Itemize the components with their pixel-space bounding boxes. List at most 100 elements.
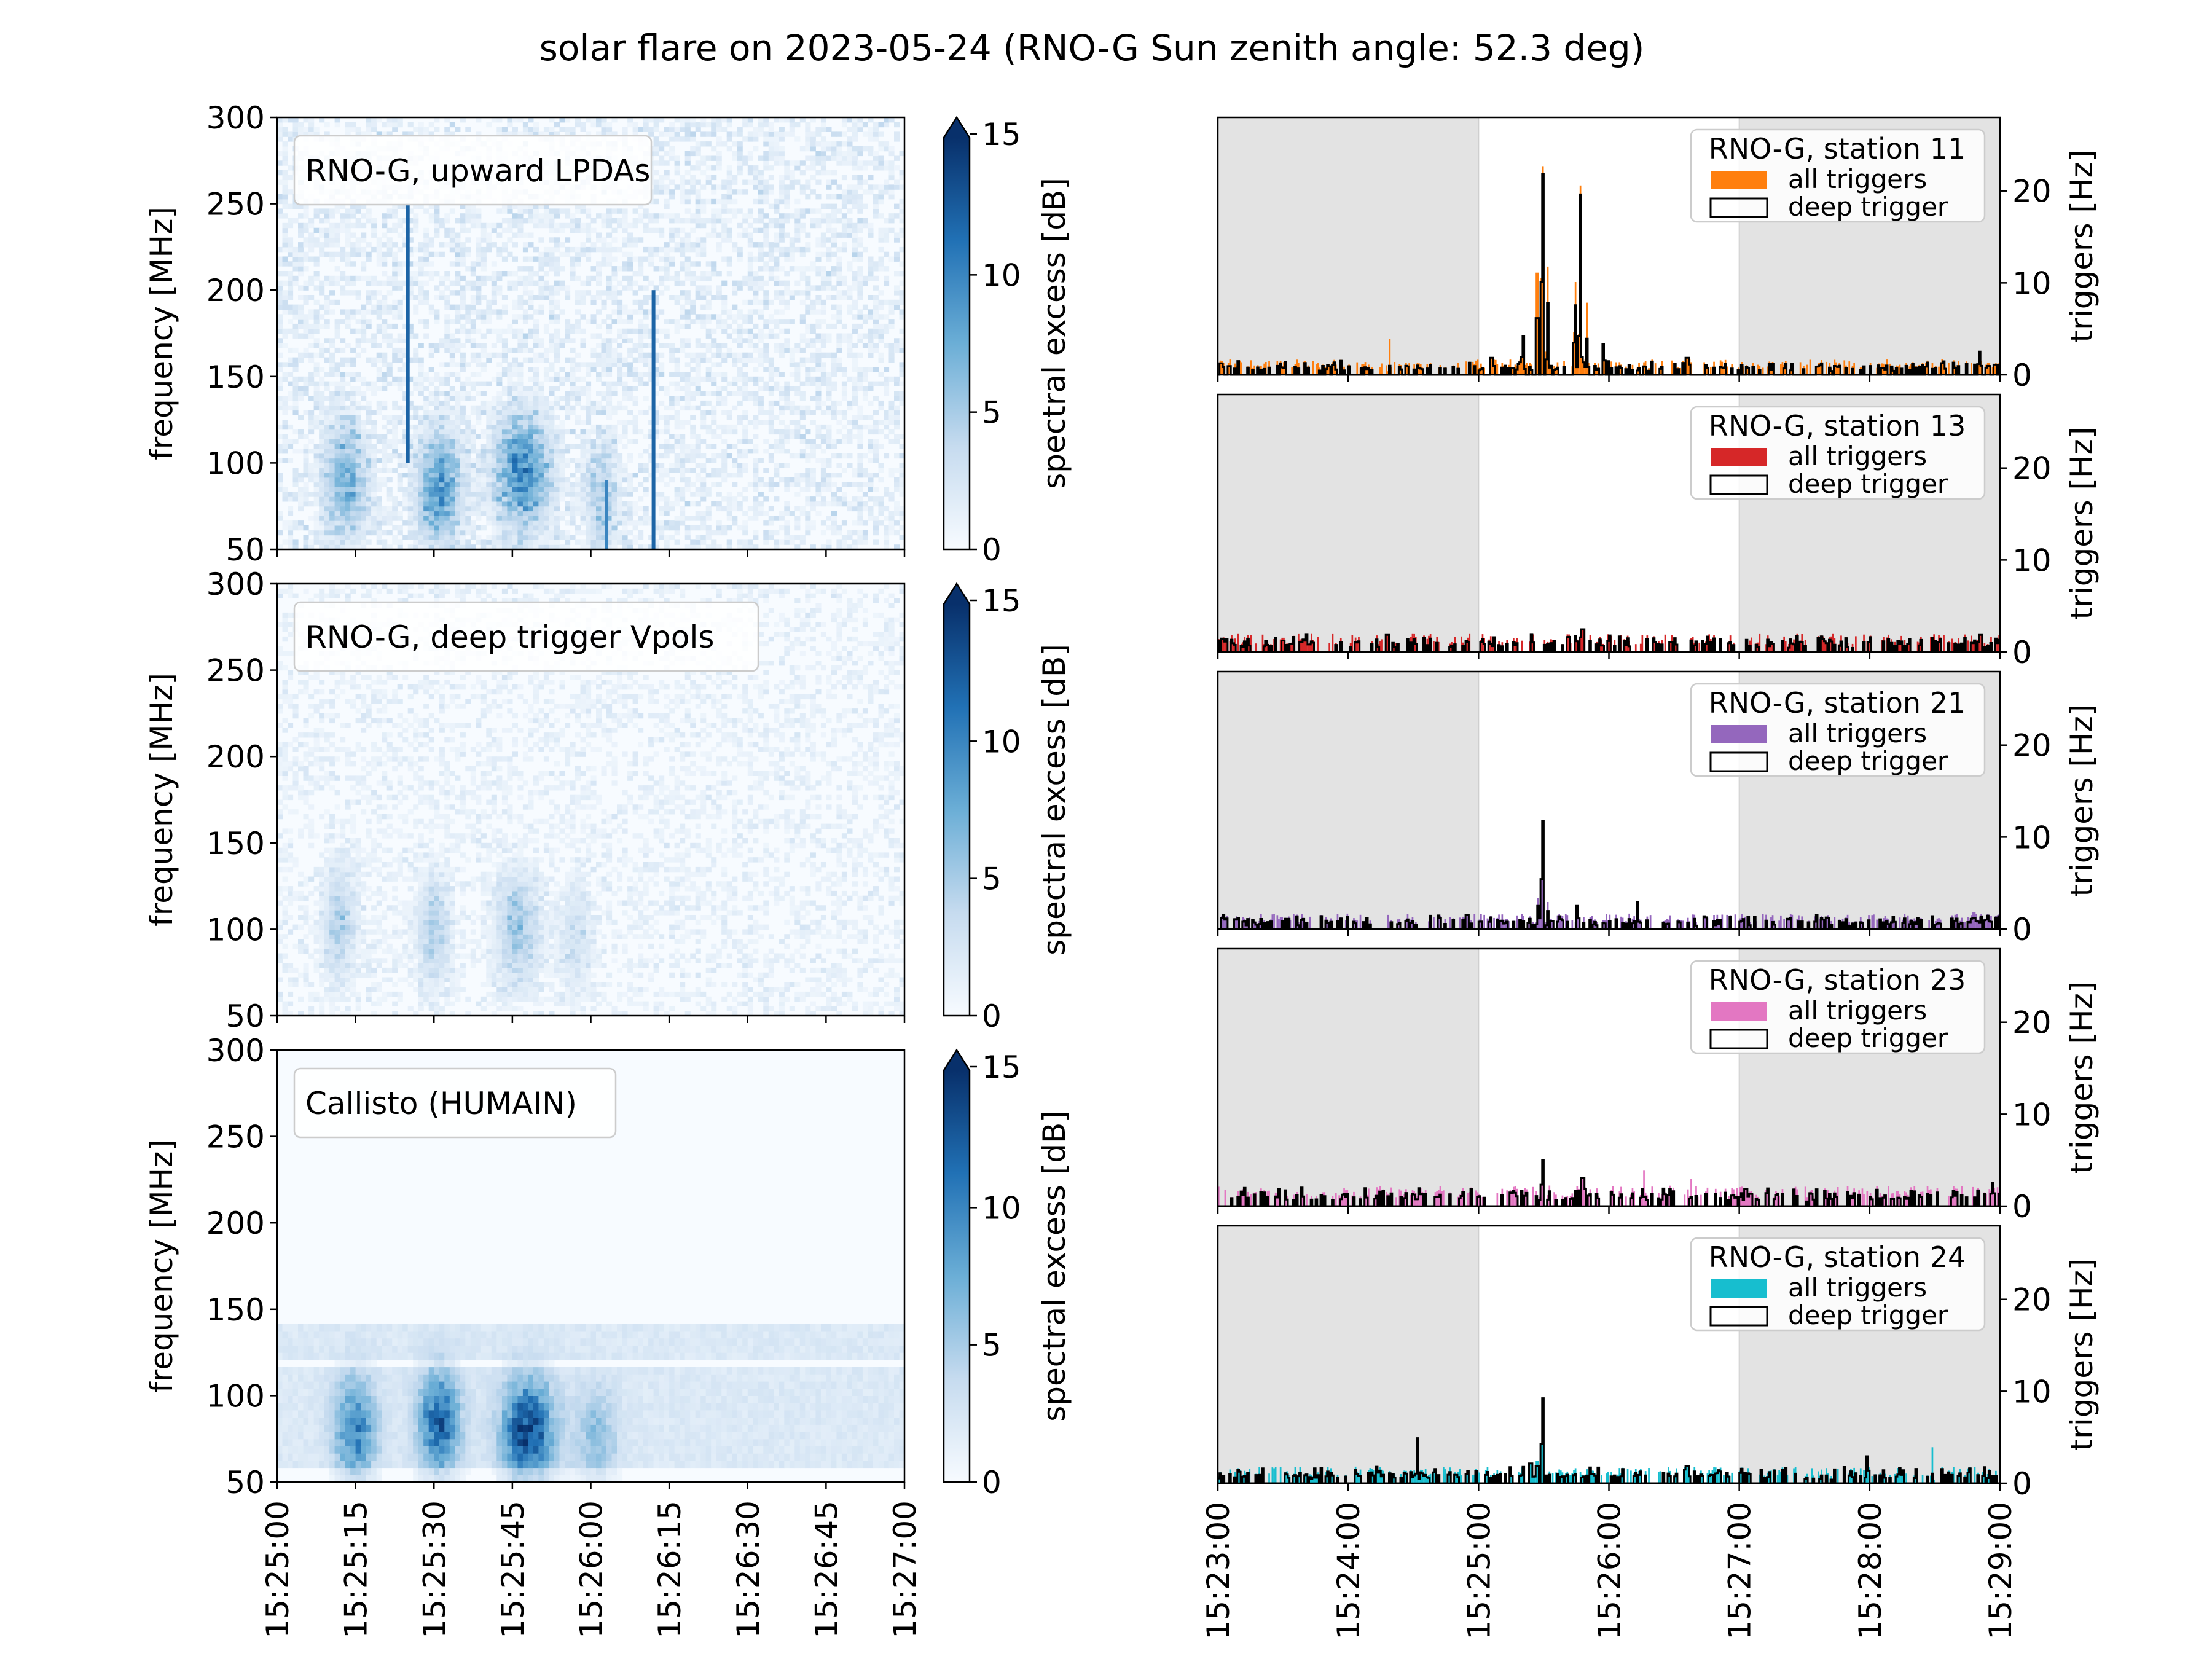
heatmap-cell	[580, 376, 586, 382]
heatmap-cell	[455, 496, 461, 502]
heatmap-cell	[382, 458, 388, 463]
heatmap-cell	[554, 511, 560, 516]
heatmap-cell	[617, 299, 623, 305]
heatmap-cell	[580, 473, 586, 478]
heatmap-cell	[586, 449, 592, 454]
heatmap-cell	[732, 208, 738, 214]
heatmap-cell	[476, 237, 482, 243]
heatmap-cell	[590, 530, 597, 536]
heatmap-cell	[366, 410, 372, 415]
heatmap-cell	[350, 213, 356, 219]
heatmap-cell	[659, 175, 665, 181]
heatmap-cell	[329, 352, 335, 358]
heatmap-cell	[303, 391, 309, 396]
heatmap-cell	[350, 444, 356, 449]
heatmap-cell	[643, 449, 649, 454]
heatmap-cell	[329, 362, 335, 367]
heatmap-cell	[282, 400, 288, 406]
heatmap-cell	[324, 309, 330, 315]
heatmap-cell	[570, 496, 576, 502]
heatmap-cell	[726, 511, 732, 516]
heatmap-cell	[669, 400, 675, 406]
heatmap-cell	[476, 295, 482, 300]
heatmap-cell	[643, 492, 649, 497]
heatmap-cell	[319, 117, 325, 123]
heatmap-cell	[313, 391, 320, 396]
heatmap-cell	[559, 492, 565, 497]
heatmap-cell	[329, 242, 335, 248]
heatmap-cell	[407, 280, 414, 286]
heatmap-cell	[549, 410, 555, 415]
heatmap-cell	[543, 323, 549, 329]
heatmap-cell	[282, 496, 288, 502]
heatmap-cell	[355, 458, 361, 463]
heatmap-cell	[397, 458, 403, 463]
heatmap-cell	[292, 357, 299, 363]
heatmap-cell	[329, 539, 335, 545]
heatmap-cell	[329, 396, 335, 401]
heatmap-cell	[742, 520, 748, 526]
heatmap-cell	[627, 309, 633, 315]
heatmap-cell	[742, 496, 748, 502]
heatmap-cell	[292, 492, 299, 497]
heatmap-cell	[611, 511, 618, 516]
heatmap-cell	[324, 319, 330, 324]
heatmap-cell	[449, 535, 455, 540]
heatmap-cell	[334, 415, 340, 420]
heatmap-cell	[653, 530, 659, 536]
heatmap-cell	[533, 420, 539, 425]
heatmap-cell	[460, 415, 466, 420]
heatmap-cell	[434, 444, 440, 449]
heatmap-cell	[638, 376, 644, 382]
heatmap-cell	[334, 487, 340, 492]
heatmap-cell	[570, 386, 576, 391]
heatmap-cell	[580, 506, 586, 512]
heatmap-cell	[303, 131, 309, 137]
heatmap-cell	[480, 405, 487, 411]
heatmap-cell	[334, 453, 340, 459]
heatmap-cell	[684, 232, 691, 238]
heatmap-cell	[355, 477, 361, 483]
heatmap-cell	[319, 304, 325, 310]
heatmap-cell	[695, 343, 701, 348]
heatmap-cell	[303, 280, 309, 286]
heatmap-cell	[590, 496, 597, 502]
heatmap-cell	[282, 487, 288, 492]
heatmap-cell	[659, 520, 665, 526]
heatmap-cell	[455, 420, 461, 425]
heatmap-cell	[355, 218, 361, 224]
heatmap-cell	[543, 405, 549, 411]
heatmap-cell	[496, 511, 503, 516]
heatmap-cell	[732, 280, 738, 286]
heatmap-cell	[491, 477, 497, 483]
heatmap-cell	[334, 280, 340, 286]
heatmap-cell	[538, 237, 544, 243]
heatmap-cell	[648, 261, 654, 267]
heatmap-cell	[392, 400, 398, 406]
heatmap-cell	[329, 420, 335, 425]
heatmap-cell	[680, 506, 686, 512]
heatmap-cell	[586, 275, 592, 281]
heatmap-cell	[376, 372, 382, 377]
heatmap-cell	[277, 290, 283, 296]
heatmap-cell	[308, 256, 315, 262]
heatmap-cell	[439, 444, 445, 449]
heatmap-cell	[732, 179, 738, 185]
heatmap-cell	[340, 501, 346, 507]
heatmap-cell	[366, 256, 372, 262]
heatmap-cell	[292, 314, 299, 320]
heatmap-cell	[340, 453, 346, 459]
heatmap-cell	[350, 386, 356, 391]
heatmap-cell	[549, 304, 555, 310]
heatmap-cell	[543, 400, 549, 406]
heatmap-cell	[617, 208, 623, 214]
heatmap-cell	[334, 372, 340, 377]
heatmap-cell	[288, 136, 294, 142]
heatmap-cell	[392, 506, 398, 512]
heatmap-cell	[470, 511, 476, 516]
heatmap-cell	[434, 492, 440, 497]
heatmap-cell	[334, 251, 340, 257]
heatmap-cell	[711, 391, 717, 396]
heatmap-cell	[428, 381, 434, 386]
heatmap-cell	[376, 323, 382, 329]
